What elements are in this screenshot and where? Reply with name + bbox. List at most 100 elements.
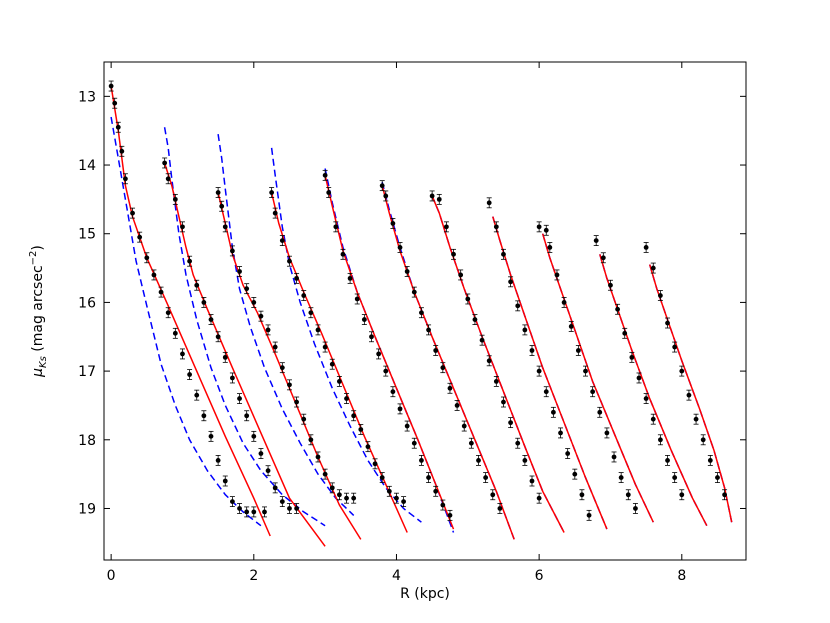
data-point (322, 471, 328, 477)
red-fit-line (217, 192, 362, 540)
y-tick-label: 14 (78, 158, 96, 174)
data-point (404, 423, 410, 429)
data-point (301, 416, 307, 422)
data-point (358, 427, 364, 432)
y-tick-label: 18 (78, 433, 96, 449)
data-point (593, 238, 599, 243)
data-point (172, 330, 178, 336)
plot-frame (103, 61, 747, 561)
x-axis-ticks: 0 2 4 6 8 (107, 62, 686, 584)
data-point (279, 365, 285, 371)
y-tick-label: 19 (78, 501, 96, 517)
data-point (187, 372, 193, 377)
data-point (486, 200, 492, 206)
data-point (486, 358, 492, 364)
data-point (376, 351, 382, 357)
data-point (722, 492, 727, 498)
data-point (483, 475, 489, 480)
data-point (622, 330, 628, 336)
data-point (636, 375, 642, 381)
data-point (426, 327, 431, 333)
data-point (383, 368, 389, 374)
data-point (251, 509, 257, 515)
data-point (222, 354, 228, 360)
data-point (130, 210, 135, 216)
data-point (265, 327, 271, 333)
data-point (333, 224, 339, 230)
data-point (237, 396, 242, 401)
data-point (625, 492, 631, 498)
red-fit-line (648, 264, 733, 523)
data-point (215, 458, 221, 463)
data-point (301, 293, 307, 298)
data-point (558, 430, 563, 436)
data-point (650, 416, 656, 422)
data-point (543, 389, 549, 395)
data-point (515, 440, 521, 446)
data-point (536, 224, 542, 230)
data-point (397, 245, 403, 250)
data-point (287, 506, 292, 511)
data-point (508, 279, 513, 285)
y-tick-label: 16 (78, 295, 96, 311)
data-point (187, 258, 193, 264)
plot-area (108, 80, 733, 547)
data-point (194, 282, 200, 288)
data-point (465, 296, 471, 302)
data-point (251, 300, 257, 305)
data-point (572, 471, 578, 477)
data-point (237, 269, 242, 274)
data-point (251, 433, 257, 439)
data-point (522, 327, 528, 333)
data-point (433, 488, 439, 494)
data-point (287, 382, 292, 388)
data-point (172, 196, 178, 202)
data-point (262, 509, 267, 515)
data-point (265, 468, 271, 474)
data-point (715, 475, 720, 480)
data-point (568, 324, 574, 329)
data-point (322, 344, 328, 350)
data-point (583, 368, 588, 374)
data-point (315, 327, 321, 333)
data-point (151, 272, 157, 278)
data-point (208, 317, 214, 322)
data-point (629, 354, 635, 360)
data-point (230, 499, 235, 505)
data-point (543, 227, 549, 233)
data-point (700, 437, 706, 443)
data-point (679, 492, 685, 498)
data-point (329, 361, 335, 367)
y-axis-ticks: 13 14 15 16 17 18 19 (78, 89, 746, 517)
data-point (515, 303, 521, 309)
data-point (501, 399, 506, 405)
data-point (394, 495, 399, 501)
data-point (461, 423, 467, 429)
data-point (522, 458, 528, 463)
data-point (554, 272, 560, 278)
data-point (386, 488, 392, 494)
data-point (219, 203, 225, 209)
data-point (244, 413, 250, 419)
data-point (326, 190, 332, 195)
data-point (643, 245, 649, 250)
red-fit-line (110, 85, 271, 537)
data-point (597, 409, 603, 415)
data-point (490, 492, 496, 498)
data-point (244, 509, 250, 515)
data-point (707, 458, 713, 463)
red-fits (110, 85, 733, 547)
data-point (454, 403, 460, 408)
data-point (337, 379, 342, 384)
data-point (379, 183, 385, 189)
data-point (693, 416, 699, 422)
data-point (383, 193, 389, 199)
data-point (686, 392, 692, 398)
data-point (215, 190, 221, 195)
data-point (158, 289, 164, 295)
data-point (508, 420, 513, 426)
data-point (411, 289, 417, 295)
data-point (397, 406, 403, 412)
x-tick-label: 4 (392, 568, 401, 584)
